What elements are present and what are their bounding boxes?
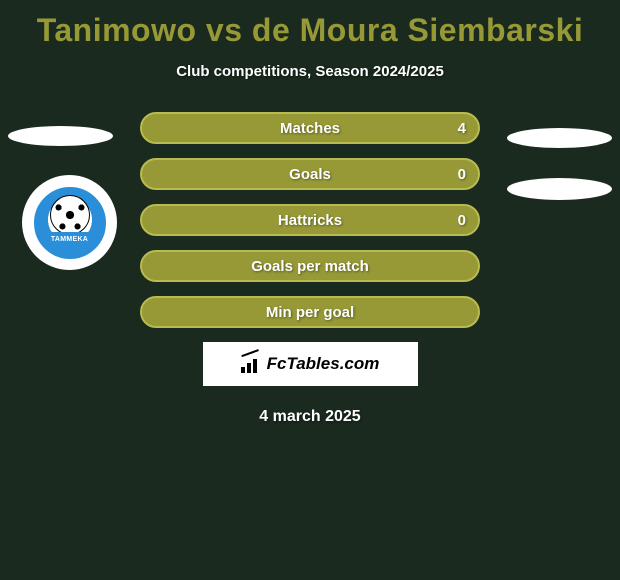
stat-row-goals-per-match: Goals per match (140, 250, 480, 282)
subtitle: Club competitions, Season 2024/2025 (0, 63, 620, 80)
date-text: 4 march 2025 (0, 408, 620, 426)
stat-label: Matches (280, 120, 340, 137)
stat-row-min-per-goal: Min per goal (140, 296, 480, 328)
brand-label: FcTables.com (267, 354, 380, 374)
page-title: Tanimowo vs de Moura Siembarski (0, 0, 620, 49)
stat-row-hattricks: Hattricks 0 (140, 204, 480, 236)
stats-area: Matches 4 Goals 0 Hattricks 0 Goals per … (0, 112, 620, 328)
brand-box[interactable]: FcTables.com (203, 342, 418, 386)
stat-row-matches: Matches 4 (140, 112, 480, 144)
stat-value: 4 (458, 120, 466, 137)
stat-value: 0 (458, 212, 466, 229)
stat-label: Goals (289, 166, 331, 183)
bar-chart-arrow-icon (241, 355, 263, 373)
stat-label: Min per goal (266, 304, 354, 321)
stat-row-goals: Goals 0 (140, 158, 480, 190)
stat-label: Goals per match (251, 258, 369, 275)
stat-label: Hattricks (278, 212, 342, 229)
stat-value: 0 (458, 166, 466, 183)
